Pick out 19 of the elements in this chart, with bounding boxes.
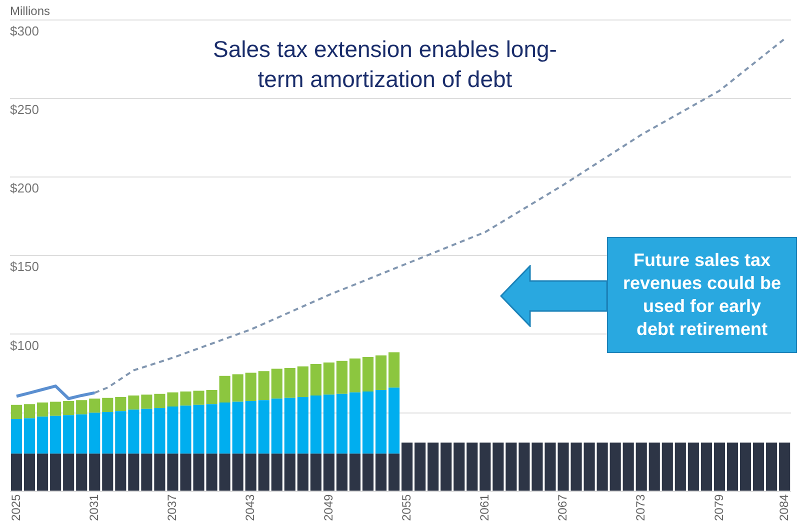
y-tick-label: $100 <box>10 338 39 353</box>
x-tick-label: 2073 <box>634 494 648 522</box>
y-tick-label: $300 <box>10 24 39 39</box>
annotation: Future sales tax revenues could be used for early debt retirement <box>607 237 797 353</box>
x-tick-label: 2049 <box>321 494 336 522</box>
x-tick-label: 2043 <box>243 494 258 522</box>
x-tick-label: 2037 <box>165 494 180 522</box>
y-tick-label: $250 <box>10 102 39 118</box>
x-tick-label: 2031 <box>86 494 101 522</box>
y-tick-label: $200 <box>10 180 39 196</box>
y-tick-label: $150 <box>10 259 39 274</box>
x-tick-label: 2055 <box>399 494 414 522</box>
y-axis-title: Millions <box>10 4 50 18</box>
x-tick-label: 2025 <box>8 494 23 522</box>
x-tick-label: 2079 <box>712 494 726 522</box>
text: Sales tax extension enables long-term amortization of debt <box>212 35 558 94</box>
x-tick-label: 2067 <box>556 494 570 522</box>
x-tick-label: 2061 <box>477 494 492 522</box>
x-tick-label: 2084 <box>776 494 791 522</box>
